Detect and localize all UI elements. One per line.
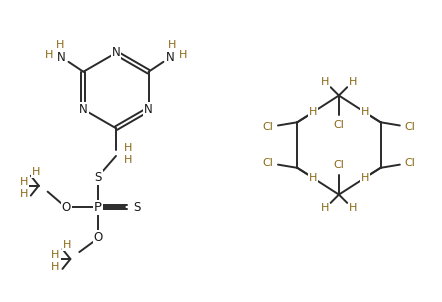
Text: Cl: Cl [262,122,273,132]
Text: Cl: Cl [405,122,415,132]
Text: H: H [321,204,329,214]
Text: H: H [19,177,28,187]
Text: H: H [361,173,369,183]
Text: H: H [124,143,132,153]
Text: H: H [309,107,317,117]
Text: H: H [361,107,369,117]
Text: S: S [95,171,102,184]
Text: H: H [55,40,64,50]
Text: S: S [133,201,141,214]
Text: H: H [349,77,357,87]
Text: N: N [57,51,66,64]
Text: H: H [124,155,132,165]
Text: P: P [94,201,102,214]
Text: N: N [79,103,88,116]
Text: Cl: Cl [262,158,273,168]
Text: O: O [62,201,71,214]
Text: H: H [51,262,60,272]
Text: H: H [168,40,176,50]
Text: H: H [349,204,357,214]
Text: Cl: Cl [333,120,344,130]
Text: H: H [51,250,60,260]
Text: H: H [45,50,53,60]
Text: N: N [166,51,175,64]
Text: H: H [309,173,317,183]
Text: Cl: Cl [405,158,415,168]
Text: N: N [111,47,120,59]
Text: N: N [144,103,153,116]
Text: H: H [179,50,187,60]
Text: H: H [19,189,28,199]
Text: H: H [63,240,72,250]
Text: H: H [31,167,40,177]
Text: Cl: Cl [333,160,344,170]
Text: H: H [321,77,329,87]
Text: O: O [94,231,103,244]
